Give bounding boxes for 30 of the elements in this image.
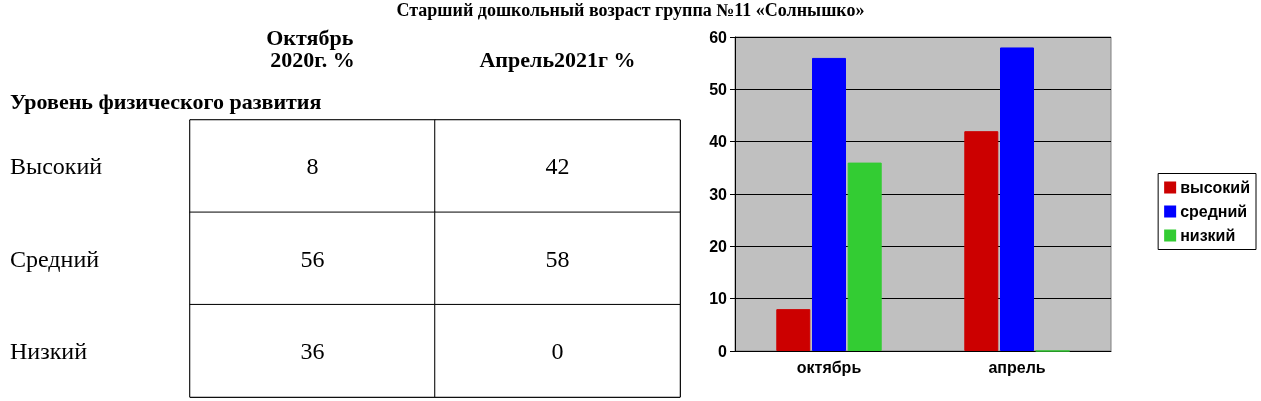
legend-label: средний [1180, 203, 1248, 220]
y-tick-label: Высокий [10, 153, 103, 180]
y-tick-label: 10 [709, 290, 728, 308]
bar [964, 131, 999, 351]
x-tick-label: Октябрь 2020г. % [266, 24, 359, 72]
y-tick-label: Средний [10, 245, 100, 272]
legend-label: низкий [1180, 227, 1236, 244]
bar [812, 57, 846, 351]
y-tick-label: 20 [709, 237, 728, 255]
y-tick-label: 30 [709, 185, 728, 203]
y-axis-title: Уровень физического развития [10, 88, 322, 114]
bar [776, 309, 811, 351]
data-label: 0 [551, 337, 564, 364]
data-label: 58 [545, 245, 570, 272]
y-tick-label: Низкий [10, 337, 88, 364]
x-tick-label: апрель [988, 358, 1046, 376]
y-tick-label: 40 [709, 133, 728, 151]
y-tick-label: 60 [709, 28, 728, 46]
data-label: 36 [300, 337, 325, 364]
bar [1000, 47, 1034, 351]
y-tick-label: 50 [709, 80, 728, 98]
x-tick-label: Апрель2021г % [479, 46, 636, 72]
x-tick-label: октябрь [796, 358, 862, 376]
chart-title: Старший дошкольный возраст группа №11 «Солнышко» [395, 0, 866, 20]
y-tick-label: 0 [718, 342, 728, 360]
data-label: 56 [300, 245, 325, 272]
data-label: 42 [545, 153, 570, 180]
legend-label: высокий [1180, 179, 1251, 196]
bar [847, 162, 882, 351]
data-label: 8 [306, 153, 319, 180]
